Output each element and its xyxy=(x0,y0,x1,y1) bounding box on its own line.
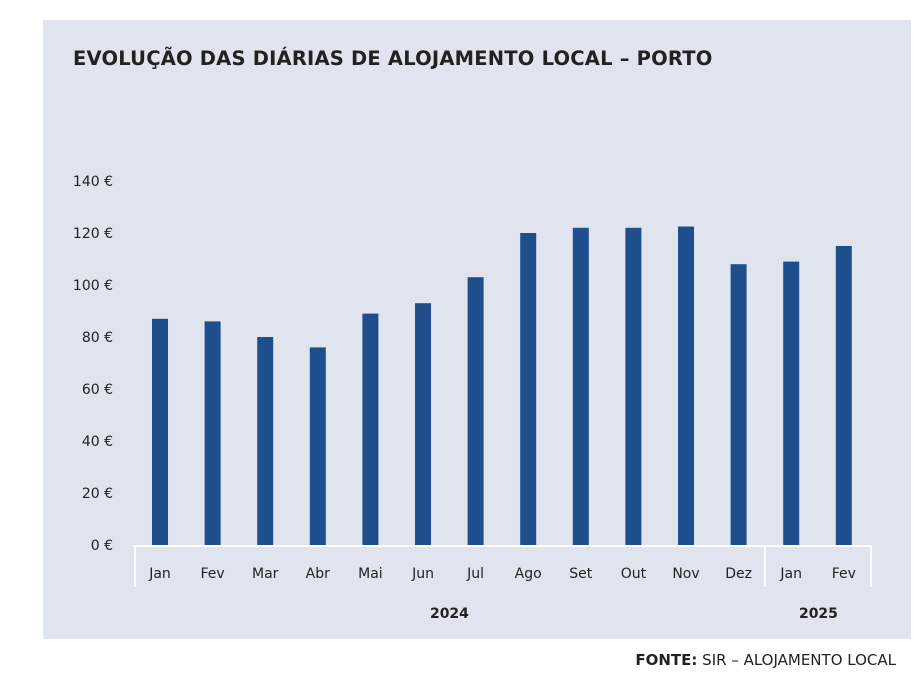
source-note: FONTE: SIR – ALOJAMENTO LOCAL xyxy=(635,651,896,669)
x-axis-band-inner xyxy=(136,547,870,587)
y-tick-label: 20 € xyxy=(82,486,113,502)
y-tick-label: 0 € xyxy=(91,538,113,554)
x-tick-label: Jan xyxy=(148,566,171,582)
source-text: SIR – ALOJAMENTO LOCAL xyxy=(702,651,896,669)
x-tick-label: Fev xyxy=(201,566,225,582)
y-tick-label: 100 € xyxy=(73,278,113,294)
bar xyxy=(362,313,379,545)
year-label: 2025 xyxy=(799,606,838,622)
bar xyxy=(152,318,168,545)
x-tick-label: Nov xyxy=(672,566,699,582)
x-tick-label: Jan xyxy=(779,566,802,582)
x-tick-label: Abr xyxy=(306,566,330,582)
x-tick-label: Out xyxy=(621,566,647,582)
x-tick-label: Set xyxy=(569,566,593,582)
year-labels: 2024 2025 xyxy=(133,545,838,622)
bar xyxy=(678,226,694,545)
x-tick-label: Ago xyxy=(515,566,542,582)
x-tick-label: Jun xyxy=(411,566,434,582)
bar xyxy=(204,321,221,545)
y-tick-label: 40 € xyxy=(82,434,113,450)
bar-chart: 0 € 20 € 40 € 60 € 80 € 100 € 120 € 140 € Jan Fe… xyxy=(73,174,872,622)
bar xyxy=(257,337,274,545)
bar xyxy=(625,227,642,546)
y-tick-label: 60 € xyxy=(82,382,113,398)
x-axis-band xyxy=(134,545,872,587)
x-tick-label: Mai xyxy=(358,566,383,582)
bar xyxy=(520,233,537,545)
x-tick-label: Fev xyxy=(832,566,856,582)
x-tick-label: Jul xyxy=(466,566,484,582)
bar xyxy=(835,246,852,545)
bar xyxy=(783,261,800,545)
bar xyxy=(467,277,484,545)
x-tick-label: Mar xyxy=(252,566,279,582)
y-tick-label: 120 € xyxy=(73,226,113,242)
source-prefix: FONTE: xyxy=(635,651,698,669)
chart-panel: EVOLUÇÃO DAS DIÁRIAS DE ALOJAMENTO LOCAL… xyxy=(43,20,911,639)
y-tick-label: 140 € xyxy=(73,174,113,190)
x-tick-label: Dez xyxy=(725,566,752,582)
y-axis-ticks: 0 € 20 € 40 € 60 € 80 € 100 € 120 € 140 € xyxy=(73,174,113,554)
bar xyxy=(415,303,431,545)
year-label: 2024 xyxy=(430,606,469,622)
x-axis-labels: Jan Fev Mar Abr Mai Jun Jul Ago Set Out Nov Dez Jan F… xyxy=(148,566,856,582)
y-tick-label: 80 € xyxy=(82,330,113,346)
bars xyxy=(152,226,852,546)
bar xyxy=(572,227,589,546)
bar xyxy=(730,264,747,545)
chart-title: EVOLUÇÃO DAS DIÁRIAS DE ALOJAMENTO LOCAL… xyxy=(73,47,713,70)
bar xyxy=(309,347,326,545)
